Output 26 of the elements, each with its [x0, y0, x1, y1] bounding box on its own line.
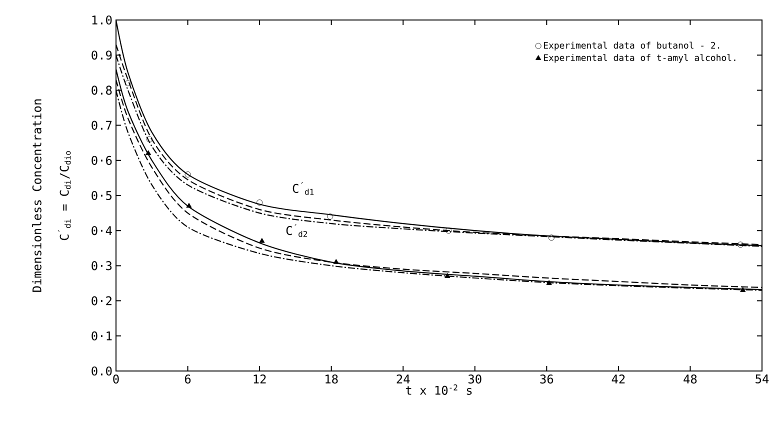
legend-label: Experimental data of butanol - 2. — [544, 42, 720, 50]
x-tick-label: 24 — [396, 374, 410, 384]
x-tick-label: 6 — [184, 374, 191, 384]
y-axis-title: Dimensionless Concentration — [32, 99, 42, 292]
x-axis-title: t x 10$^{-2}$ s — [406, 384, 472, 395]
y-tick-label: 0·4 — [92, 226, 112, 236]
y-tick-label: 0·6 — [92, 156, 112, 165]
y-tick-label: 0.9 — [92, 50, 112, 60]
x-tick-label: 48 — [684, 374, 697, 384]
x-tick-label: 42 — [612, 374, 625, 384]
x-tick-label: 0 — [113, 374, 119, 384]
x-tick-label: 36 — [540, 374, 554, 384]
x-tick-label: 18 — [326, 374, 338, 384]
y-tick-label: 0·5 — [92, 190, 112, 200]
y-tick-label: 0.0 — [92, 366, 112, 376]
y-tick-label: 0.7 — [92, 120, 112, 130]
x-tick-label: 54 — [756, 374, 769, 384]
x-tick-label: 30 — [468, 374, 482, 384]
y-tick-label: 0·1 — [92, 331, 112, 340]
text: C$^{´}$$_{di}$ = C$_{di}$/C$_{dio}$ — [58, 151, 71, 240]
y-tick-label: 0·3 — [92, 261, 112, 270]
y-tick-label: 0·2 — [92, 296, 112, 306]
x-tick-label: 12 — [254, 374, 266, 384]
y-tick-label: 1.0 — [92, 15, 112, 25]
legend-label: Experimental data of t-amyl alcohol. — [544, 54, 736, 63]
y-tick-label: 0.8 — [92, 86, 112, 95]
